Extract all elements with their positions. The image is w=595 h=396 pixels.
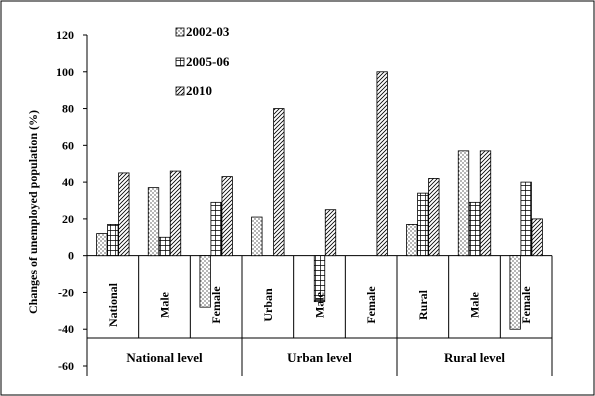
y-tick-label: -20	[58, 285, 74, 299]
y-tick-label: 0	[68, 249, 74, 263]
bar-2010-2	[221, 176, 233, 257]
y-tick-label: 40	[62, 175, 74, 189]
bar-2005-06-2	[210, 201, 222, 257]
bar-2010-1	[169, 170, 182, 257]
y-tick-label: 80	[62, 102, 74, 116]
category-label: Male	[158, 291, 172, 318]
bar-2002-03-1	[147, 187, 160, 257]
bar-2002-03-2	[199, 255, 211, 308]
bar-2010-4	[324, 209, 337, 257]
legend-label: 2002-03	[186, 24, 230, 39]
bar-2005-06-4	[313, 255, 326, 303]
bar-2010-7	[479, 150, 492, 257]
y-axis-label: Changes of unemployed population (%)	[26, 110, 40, 314]
bar-2005-06-7	[468, 201, 481, 257]
legend-swatch	[175, 57, 185, 67]
y-tick-label: -60	[58, 359, 74, 373]
group-label: Urban level	[287, 350, 352, 365]
y-axis-title: Changes of unemployed population (%)	[26, 110, 40, 314]
y-tick-label: 60	[62, 138, 74, 152]
bar-2010-5	[376, 71, 388, 257]
bar-2002-03-8	[509, 255, 521, 330]
bar-2005-06-1	[158, 236, 171, 257]
category-label: Rural	[416, 289, 430, 320]
bar-2002-03-3	[251, 216, 263, 257]
bar-2002-03-7	[457, 150, 470, 257]
category-label: Female	[364, 286, 378, 324]
y-tick-label: -40	[58, 322, 74, 336]
bar-2005-06-6	[417, 192, 429, 257]
category-label: Female	[519, 286, 533, 324]
legend-swatch	[175, 27, 185, 37]
category-label: Male	[313, 291, 327, 318]
category-label: Female	[209, 286, 223, 324]
group-label: Rural level	[444, 350, 505, 365]
bar-2010-6	[428, 178, 440, 257]
category-label: National	[106, 282, 120, 327]
group-label: National level	[126, 350, 203, 365]
bar-2002-03-6	[406, 224, 418, 257]
legend-swatch	[175, 86, 185, 96]
bar-2005-06-0	[107, 224, 119, 257]
category-label: Male	[468, 291, 482, 318]
y-tick-label: 100	[56, 65, 74, 79]
bar-2010-0	[118, 172, 130, 257]
y-tick-label: 20	[62, 212, 74, 226]
bar-2002-03-0	[96, 233, 108, 257]
legend-label: 2010	[186, 83, 212, 98]
bar-2010-3	[273, 108, 285, 257]
bar-2005-06-8	[520, 181, 532, 257]
category-label: Urban	[261, 288, 275, 322]
legend-label: 2005-06	[186, 54, 230, 69]
y-tick-label: 120	[56, 28, 74, 42]
bar-2010-8	[531, 218, 543, 257]
